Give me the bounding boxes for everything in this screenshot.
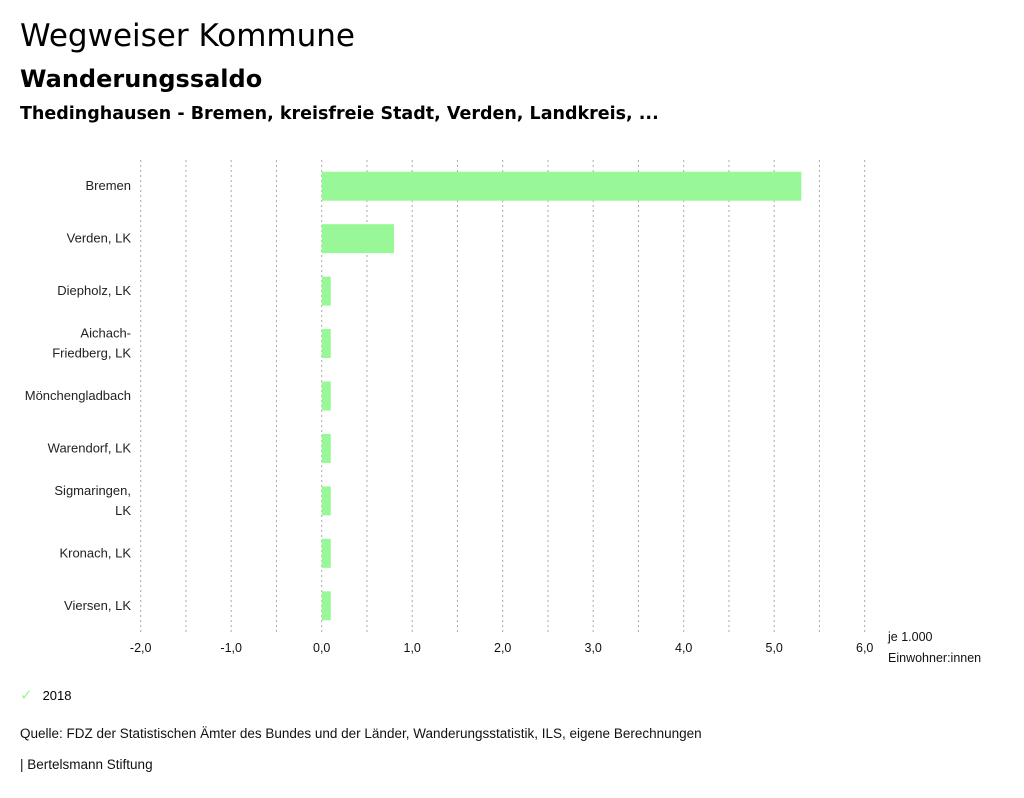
x-axis-label-line: Einwohner:innen bbox=[888, 651, 981, 665]
x-tick-label: 5,0 bbox=[766, 641, 783, 655]
bar bbox=[321, 538, 331, 568]
x-tick-label: 1,0 bbox=[404, 641, 421, 655]
category-label: Sigmaringen, bbox=[54, 483, 131, 498]
check-icon[interactable]: ✓ bbox=[20, 687, 33, 704]
x-tick-label: -2,0 bbox=[130, 641, 152, 655]
x-axis-label-line: je 1.000 bbox=[887, 630, 933, 644]
page-title: Wegweiser Kommune bbox=[20, 18, 355, 54]
bar bbox=[321, 224, 395, 254]
bar bbox=[321, 486, 331, 516]
x-tick-label: 4,0 bbox=[675, 641, 692, 655]
category-label: Aichach- bbox=[80, 326, 131, 341]
bar bbox=[321, 591, 331, 621]
category-label: Friedberg, LK bbox=[52, 346, 131, 361]
x-tick-labels: -2,0 -1,0 0,0 1,0 2,0 3,0 4,0 5,0 6,0 bbox=[130, 641, 874, 655]
source-note: Quelle: FDZ der Statistischen Ämter des … bbox=[20, 726, 702, 741]
category-labels: Bremen Verden, LK Diepholz, LK Aichach- Frie… bbox=[25, 178, 132, 613]
bars bbox=[321, 171, 802, 621]
category-label: LK bbox=[115, 503, 131, 518]
x-tick-label: 6,0 bbox=[856, 641, 873, 655]
bar bbox=[321, 433, 331, 463]
x-tick-label: 0,0 bbox=[313, 641, 330, 655]
category-label: Diepholz, LK bbox=[57, 283, 131, 298]
x-tick-label: -1,0 bbox=[220, 641, 242, 655]
category-label: Mönchengladbach bbox=[25, 388, 131, 403]
bar bbox=[321, 329, 331, 359]
category-label: Warendorf, LK bbox=[48, 440, 132, 455]
category-label: Kronach, LK bbox=[59, 545, 131, 560]
region-filter-label: Thedinghausen - Bremen, kreisfreie Stadt… bbox=[20, 104, 659, 124]
category-label: Verden, LK bbox=[67, 231, 132, 246]
bar bbox=[321, 171, 802, 201]
bar-chart: Bremen Verden, LK Diepholz, LK Aichach- Frie… bbox=[25, 160, 981, 665]
credit-note: | Bertelsmann Stiftung bbox=[20, 757, 153, 772]
category-label: Viersen, LK bbox=[64, 598, 131, 613]
x-axis-label: je 1.000 Einwohner:innen bbox=[887, 630, 981, 665]
category-label: Bremen bbox=[85, 178, 131, 193]
bar bbox=[321, 381, 331, 411]
grid-lines bbox=[140, 160, 866, 632]
x-tick-label: 2,0 bbox=[494, 641, 511, 655]
legend-label-2018: 2018 bbox=[42, 687, 72, 703]
x-tick-label: 3,0 bbox=[585, 641, 602, 655]
bar bbox=[321, 276, 331, 306]
chart-subtitle: Wanderungssaldo bbox=[20, 65, 263, 93]
legend[interactable]: ✓ 2018 bbox=[20, 686, 72, 704]
